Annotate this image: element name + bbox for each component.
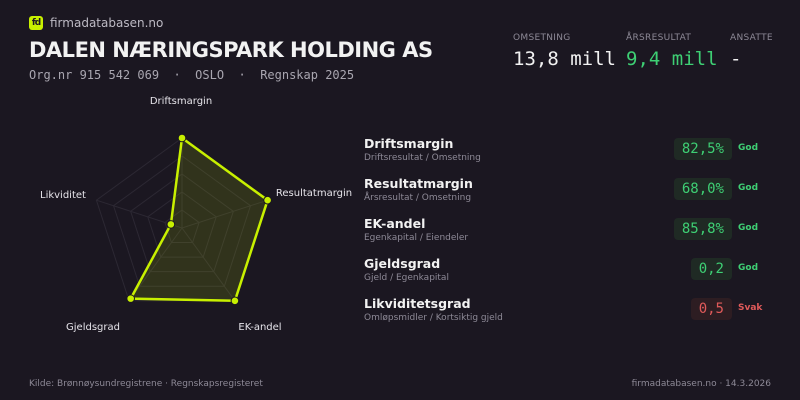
axis-label: Resultatmargin xyxy=(276,188,352,199)
kpi-omsetning: OMSETNING 13,8 mill xyxy=(513,33,616,70)
kpi-value: - xyxy=(730,48,742,70)
metric-row: Driftsmargin Driftsresultat / Omsetning … xyxy=(364,136,774,170)
metric-desc: Årsresultat / Omsetning xyxy=(364,193,472,203)
data-point xyxy=(230,296,240,306)
metric-value: 85,8% xyxy=(673,218,732,240)
metric-name: Resultatmargin xyxy=(364,176,473,191)
grid-ring xyxy=(164,209,200,244)
metric-row: Likviditetsgrad Omløpsmidler / Kortsikti… xyxy=(364,296,774,330)
grid-ring xyxy=(147,191,217,258)
footer-site: firmadatabasen.no · 14.3.2026 xyxy=(631,379,771,389)
grid-spoke xyxy=(181,227,236,302)
radar-chart: Driftsmargin Resultatmargin EK-andel Gjelds… xyxy=(40,96,352,333)
data-point xyxy=(126,294,135,303)
logo: fd xyxy=(29,16,43,30)
metric-name: Likviditetsgrad xyxy=(364,296,471,311)
kpi-label: ÅRSRESULTAT xyxy=(626,33,692,43)
metric-desc: Egenkapital / Eiendeler xyxy=(364,233,469,243)
kpi-value: 9,4 mill xyxy=(626,48,718,70)
kpi-arsresultat: ÅRSRESULTAT 9,4 mill xyxy=(626,33,718,70)
metric-row: Gjeldsgrad Gjeld / Egenkapital 0,2 God xyxy=(364,256,774,290)
grid-ring xyxy=(130,173,234,273)
company-name: DALEN NÆRINGSPARK HOLDING AS xyxy=(29,38,433,62)
kpi-ansatte: ANSATTE - xyxy=(730,33,773,70)
footer-source: Kilde: Brønnøysundregistrene · Regnskaps… xyxy=(29,379,263,389)
metric-name: EK-andel xyxy=(364,216,426,231)
metric-name: Gjeldsgrad xyxy=(364,256,441,271)
metric-row: Resultatmargin Årsresultat / Omsetning 6… xyxy=(364,176,774,210)
metric-desc: Gjeld / Egenkapital xyxy=(364,273,449,283)
grid-spoke xyxy=(128,227,183,302)
axis-label: EK-andel xyxy=(238,322,281,333)
data-polygon xyxy=(129,136,269,303)
metric-status: God xyxy=(738,183,759,193)
brand: fd firmadatabasen.no xyxy=(29,16,163,30)
grid-spoke xyxy=(181,199,268,229)
metric-status: God xyxy=(738,263,759,273)
metric-value: 68,0% xyxy=(673,178,732,200)
metric-value: 0,2 xyxy=(690,258,732,280)
data-point xyxy=(177,133,187,143)
metric-status: God xyxy=(738,143,759,153)
metric-status: Svak xyxy=(738,303,763,313)
kpi-label: ANSATTE xyxy=(730,33,773,43)
metric-status: God xyxy=(738,223,759,233)
metric-value: 82,5% xyxy=(673,138,732,160)
metric-desc: Omløpsmidler / Kortsiktig gjeld xyxy=(364,313,503,323)
kpi-label: OMSETNING xyxy=(513,33,571,43)
axis-label: Likviditet xyxy=(40,190,86,201)
brand-name[interactable]: firmadatabasen.no xyxy=(50,16,164,30)
grid-ring xyxy=(112,155,252,287)
metric-row: EK-andel Egenkapital / Eiendeler 85,8% G… xyxy=(364,216,774,250)
company-subtitle: Org.nr 915 542 069 · OSLO · Regnskap 202… xyxy=(29,68,355,82)
metric-name: Driftsmargin xyxy=(364,136,454,151)
metric-value: 0,5 xyxy=(690,298,732,320)
axis-label: Driftsmargin xyxy=(150,96,212,107)
data-point xyxy=(166,220,176,229)
metric-desc: Driftsresultat / Omsetning xyxy=(364,153,481,163)
data-point xyxy=(263,195,272,205)
axis-label: Gjeldsgrad xyxy=(66,322,120,333)
kpi-value: 13,8 mill xyxy=(513,48,616,70)
